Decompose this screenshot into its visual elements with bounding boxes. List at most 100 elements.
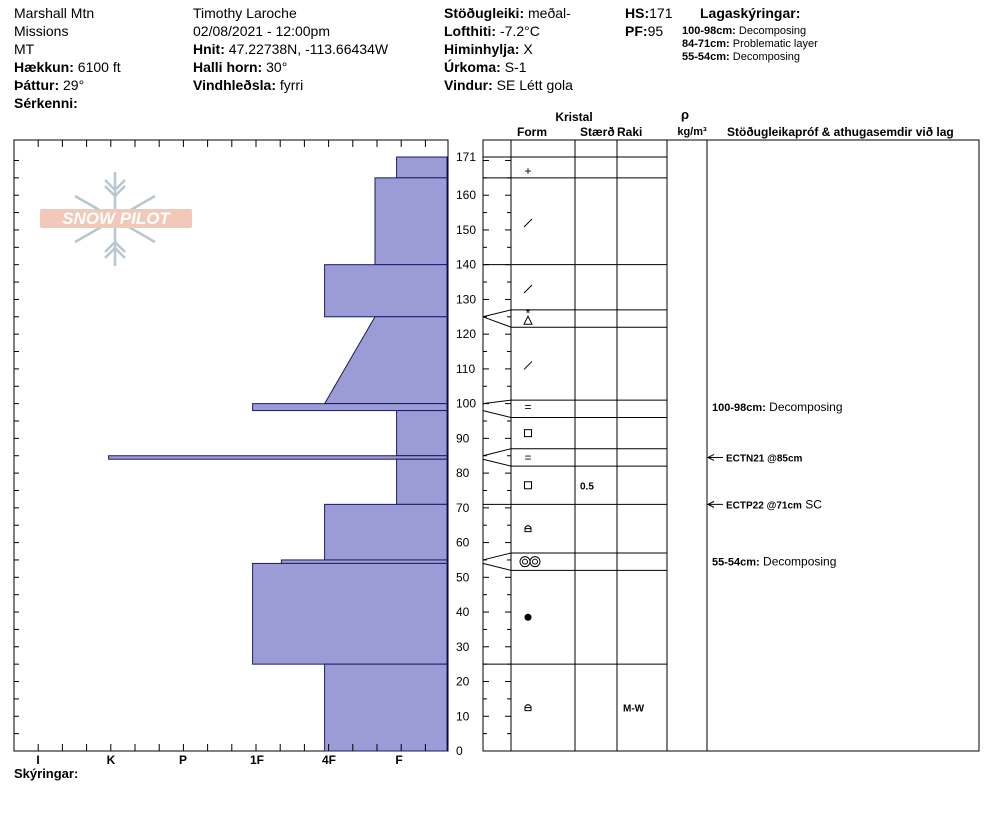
grain-symbol: + [524,164,531,178]
aspect: Þáttur: 29° [14,76,84,94]
hardness-layer [396,458,448,505]
comment-text: ECTP22 @71cm SC [726,497,822,511]
hardness-layer [374,177,448,266]
comment-label: 100-98cm: [712,402,766,414]
footer-label: Skýringar: [14,766,78,781]
air-temp-label: Lofthiti: [444,23,497,39]
hardness-layer [324,503,448,561]
legend-item: 100-98cm: Decomposing [682,25,807,37]
grain-symbol-square [524,481,532,490]
logo-band [40,209,192,228]
rho-header: ρ [681,107,689,122]
test-arrow-head [706,454,715,461]
test-arrow-head [706,500,715,508]
hardness-layer [324,264,448,318]
coords-label: Hnit: [193,41,225,57]
grain-symbol-facet [523,218,533,228]
wind-loading-value: fyrri [279,77,304,93]
grain-symbol: = [524,400,531,414]
hardness-tick-label: K [107,753,116,767]
grain-symbol-rounded [524,525,532,533]
hardness-tick-label: 4F [322,753,336,767]
depth-tick-label: 100 [456,397,476,411]
crystal-header: Kristal [555,110,592,124]
wind-value: SE Létt gola [496,77,573,93]
location-name: Marshall Mtn [14,5,95,21]
hardness-axis-ticks [14,140,426,752]
layer-connector [482,552,512,561]
region-name: Missions [14,23,69,39]
comment-text: 55-54cm: Decomposing [712,555,836,569]
hardness-layer [252,403,448,412]
grain-form-symbols: + * = = [519,164,541,712]
slope-value: 30° [266,59,288,75]
legend-item: 55-54cm: Decomposing [682,51,801,63]
comment-label: ECTP22 @71cm [726,500,802,511]
hardness-layer [323,316,448,405]
precip-value: S-1 [504,59,527,75]
grain-size-value: 0.5 [580,481,594,492]
stability-comments: 100-98cm: Decomposing ECTN21 @85cm ECTP22 … [706,400,843,569]
comment-label: 55-54cm: [712,557,760,569]
slope-label: Halli horn: [193,59,263,75]
layer-connectors [482,156,512,752]
hs-label: HS: [625,5,650,21]
density-unit-header: kg/m³ [677,126,707,138]
wind: Vindur: SE Létt gola [444,76,573,94]
grain-symbol-cluster [519,556,531,568]
hardness-layer [252,562,448,665]
depth-tick-label: 20 [456,675,470,689]
grain-symbol: = [524,450,531,464]
grain-symbol-cluster [522,558,528,565]
depth-tick-label: 70 [456,501,470,515]
table-depth-ticks [483,159,511,752]
layer-connector [482,458,512,467]
grain-symbol-cluster [532,558,538,565]
snowpilot-logo: SNOW PILOT [40,172,192,266]
coordinates: Hnit: 47.22738N, -113.66434W [193,40,388,58]
layer-connector [482,316,512,328]
sky-label: Himinhylja: [444,41,520,57]
snow-height: HS:171 [625,4,672,22]
features-label: Sérkenni: [14,95,78,111]
depth-tick-label: 140 [456,258,476,272]
aspect-label: Þáttur: [14,77,60,93]
hardness-tick-label: I [36,753,39,767]
grain-symbol-melt [524,613,532,621]
moisture-header: Raki [617,125,642,139]
moisture-values: M-W [623,704,645,715]
depth-tick-label: 60 [456,536,470,550]
size-header: Stærð [580,125,615,139]
stability-label: Stöðugleiki: [444,5,525,21]
state-name: MT [14,41,35,57]
stability-value: meðal- [528,5,571,21]
comment-label: ECTN21 @85cm [726,453,803,464]
depth-tick-label: 0 [456,744,463,758]
grain-symbol-square [524,429,532,438]
hardness-chart-frame [13,139,449,752]
precipitation: Úrkoma: S-1 [444,58,526,76]
depth-tick-label: 110 [456,362,475,376]
depth-tick-label: 171 [456,150,476,164]
grain-size-values: 0.5 [580,481,594,492]
depth-tick-label: 90 [456,431,470,445]
legend-item: 84-71cm: Problematic layer [682,38,818,50]
sky-cover: Himinhylja: X [444,40,533,58]
observation-datetime: 02/08/2021 - 12:00pm [193,23,330,39]
penetration-foot: PF:95 [625,22,663,40]
sky-value: X [523,41,533,57]
wind-loading: Vindhleðsla: fyrri [193,76,303,94]
form-header: Form [517,125,547,139]
slope-angle: Halli horn: 30° [193,58,287,76]
hardness-layer [396,410,448,457]
elevation: Hækkun: 6100 ft [14,58,121,76]
tests-header: Stöðugleikapróf & athugasemdir við lag [727,125,954,139]
logo-text: SNOW PILOT [62,209,171,228]
hardness-tick-label: P [179,753,187,767]
depth-tick-label: 40 [456,605,470,619]
comment-text: ECTN21 @85cm [726,453,803,464]
hardness-tick-label: F [395,753,402,767]
hardness-layer [280,559,448,564]
hardness-axis: I K P 1F 4F F [36,753,402,767]
elevation-label: Hækkun: [14,59,74,75]
